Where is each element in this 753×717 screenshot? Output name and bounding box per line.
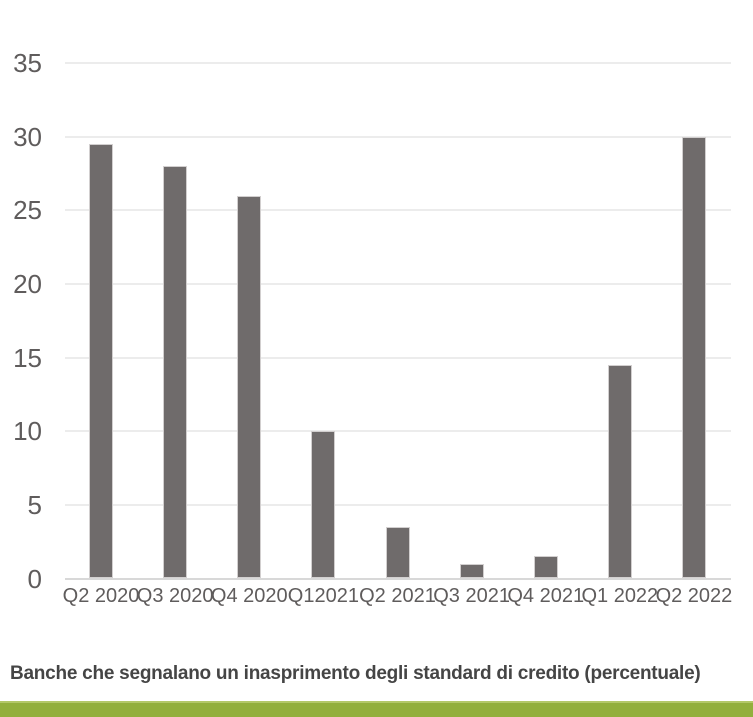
gridline bbox=[65, 209, 731, 212]
gridline bbox=[65, 503, 731, 506]
x-axis-tick-label: Q2 2022 bbox=[655, 585, 733, 607]
y-axis-tick-label: 25 bbox=[13, 195, 42, 226]
bar bbox=[533, 556, 558, 579]
x-axis-tick-label: Q3 2020 bbox=[136, 585, 214, 607]
y-axis-tick-label: 5 bbox=[27, 489, 42, 520]
bar bbox=[89, 144, 114, 579]
bar bbox=[163, 166, 188, 579]
y-axis-tick-label: 20 bbox=[13, 268, 42, 299]
y-axis-tick-label: 0 bbox=[27, 563, 42, 594]
bar bbox=[385, 526, 410, 579]
chart-caption: Banche che segnalano un inasprimento deg… bbox=[10, 663, 701, 684]
y-axis-tick-label: 15 bbox=[13, 342, 42, 373]
x-axis-tick-label: Q4 2020 bbox=[210, 585, 288, 607]
gridline bbox=[65, 356, 731, 359]
gridline bbox=[65, 135, 731, 138]
gridline bbox=[65, 282, 731, 285]
bar bbox=[459, 563, 484, 579]
gridline bbox=[65, 62, 731, 64]
y-axis-tick-label: 30 bbox=[13, 121, 42, 152]
x-axis-tick-label: Q12021 bbox=[287, 585, 359, 607]
bar bbox=[607, 364, 632, 579]
bar bbox=[237, 195, 262, 579]
bar bbox=[681, 136, 706, 579]
x-axis-tick-label: Q2 2020 bbox=[62, 585, 140, 607]
bar bbox=[311, 431, 336, 579]
x-axis-tick-label: Q4 2021 bbox=[507, 585, 585, 607]
x-axis-tick-label: Q3 2021 bbox=[433, 585, 510, 607]
x-axis-tick-label: Q1 2022 bbox=[581, 585, 659, 607]
x-axis-line bbox=[65, 577, 731, 580]
bottom-accent-bar bbox=[0, 701, 753, 717]
y-axis-tick-label: 10 bbox=[13, 416, 42, 447]
y-axis-tick-label: 35 bbox=[13, 48, 42, 78]
x-axis-tick-label: Q2 2021 bbox=[359, 585, 436, 607]
gridline bbox=[65, 430, 731, 433]
